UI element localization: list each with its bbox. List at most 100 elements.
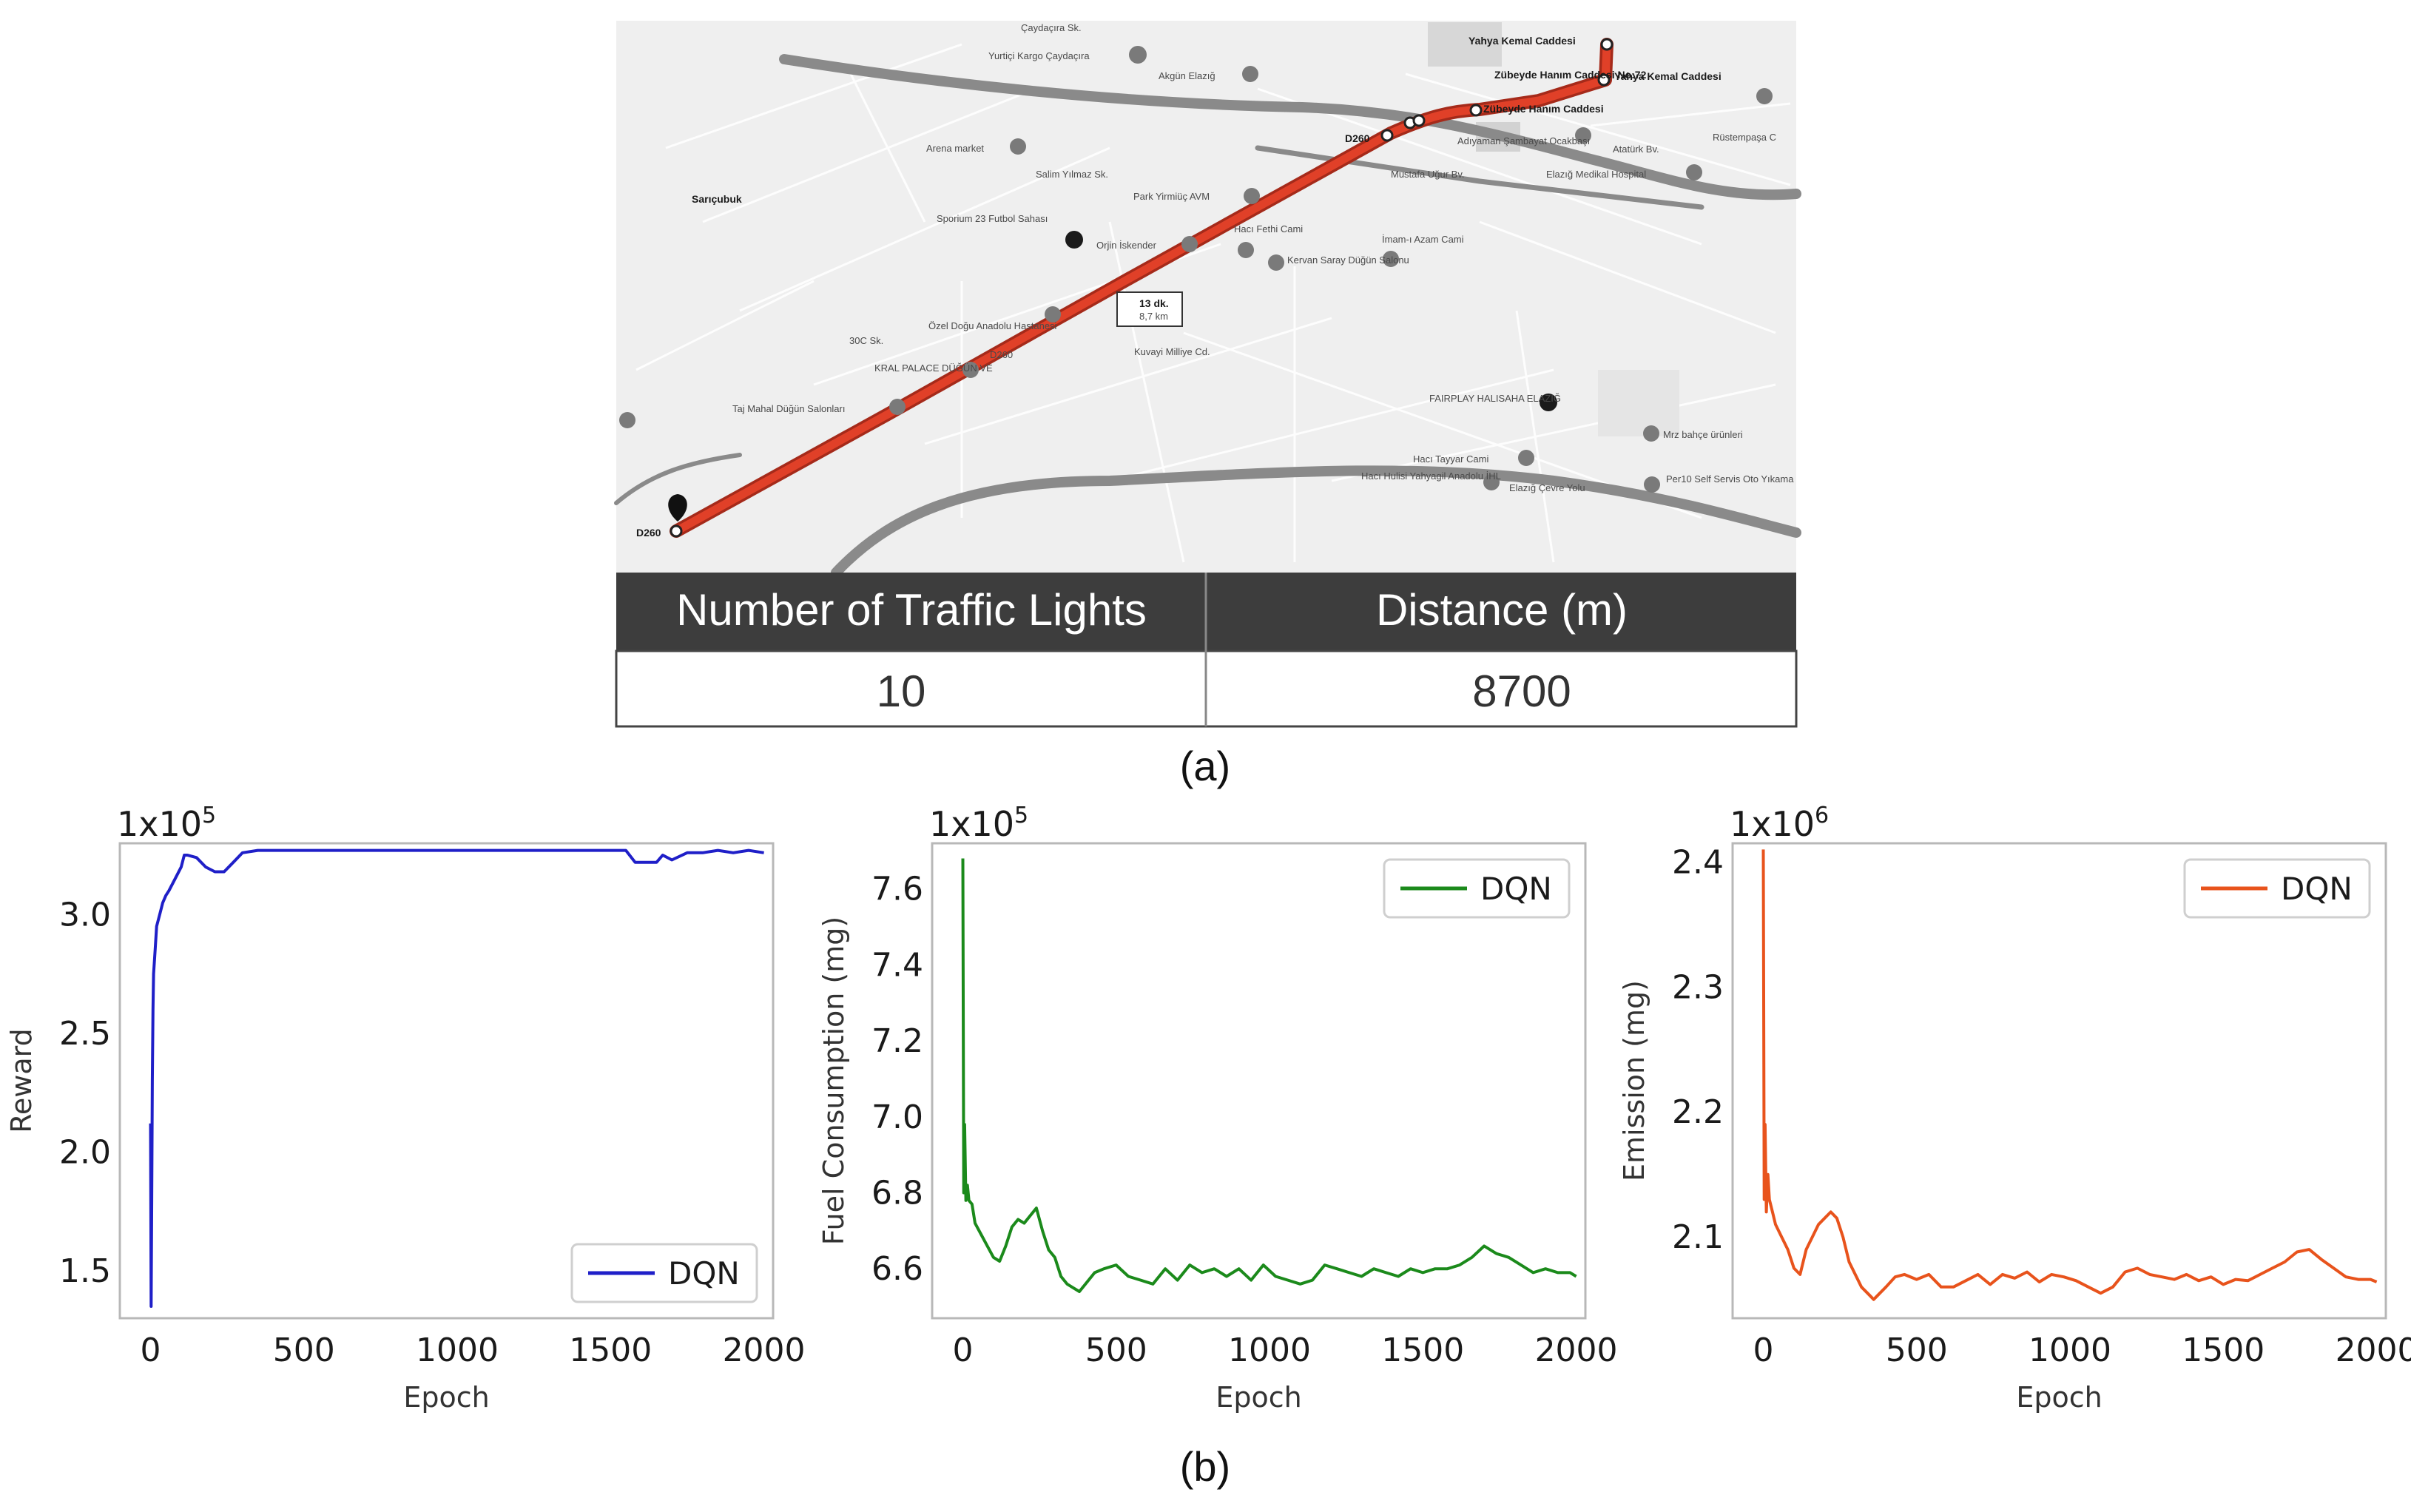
x-tick-label: 0 [140,1332,161,1369]
place-label: Arena market [926,143,984,154]
legend-label: DQN [668,1255,740,1292]
route-time: 13 dk. [1139,297,1169,309]
table-header-distance: Distance (m) [1376,585,1628,635]
place-label: İmam-ı Azam Cami [1382,234,1464,245]
x-tick-label: 1500 [569,1332,652,1369]
legend: DQN [2183,858,2371,919]
place-label: Akgün Elazığ [1159,70,1215,81]
y-tick-label: 7.2 [871,1022,923,1060]
chart-3: 0 500 1000 1500 2000 2.1 2.2 2.3 2.4 Epoch Emissio… [1618,803,2411,1414]
y-axis-label: Reward [5,1028,38,1133]
x-axis-label: Epoch [403,1381,489,1414]
place-label: Adıyaman Şambayat Ocakbaşı [1457,135,1590,146]
y-tick-label: 7.4 [871,946,923,984]
axis-multiplier: 1x105 [929,803,1028,844]
route-waypoints [670,38,1613,538]
place-label: Rüstempaşa C [1713,132,1776,143]
y-tick-label: 1.5 [59,1252,111,1290]
x-tick-label: 2000 [2336,1332,2411,1369]
place-label: Özel Doğu Anadolu Hastanesi [928,320,1057,331]
place-label: Elazığ Çevre Yolu [1509,482,1585,493]
x-tick-label: 1500 [1381,1332,1464,1369]
x-tick-label: 500 [273,1332,335,1369]
road-label: D260 [636,527,661,539]
axis-multiplier-exp: 5 [1014,803,1028,828]
plot-frame [118,842,775,1320]
chart-1: 0 500 1000 1500 2000 1.5 2.0 2.5 3.0 Epoch Reward 1… [5,803,806,1414]
y-tick-label: 7.6 [871,871,923,908]
place-label: Kuvayi Milliye Cd. [1134,346,1210,357]
x-tick-label: 1000 [1228,1332,1311,1369]
y-tick-label: 7.0 [871,1098,923,1136]
legend-box [2183,858,2371,919]
charts-panel: 0 500 1000 1500 20001.52.02.53.0EpochReward1… [5,803,2411,1414]
plot-frame [931,842,1587,1320]
legend-box [570,1243,758,1303]
place-labels: Yahya Kemal Caddesi Zübeyde Hanım Caddes… [692,22,1794,493]
x-tick-label: 0 [952,1332,973,1369]
place-label: FAIRPLAY HALISAHA ELAZIĞ [1429,393,1561,404]
info-table: Number of Traffic Lights Distance (m) 10… [615,573,1798,728]
legend: DQN [1383,858,1571,919]
table-header-traffic-lights: Number of Traffic Lights [676,585,1147,635]
place-label: 30C Sk. [849,335,883,346]
axis-multiplier-base: 1x10 [929,804,1014,844]
poi-pins [619,46,1773,493]
y-tick-label: 2.5 [59,1015,111,1053]
y-axis-label: Emission (mg) [1618,980,1650,1181]
legend: DQN [570,1243,758,1303]
y-tick-label: 3.0 [59,896,111,934]
y-tick-label: 6.8 [871,1175,923,1212]
place-label: Atatürk Bv. [1613,144,1659,155]
axis-multiplier: 1x106 [1730,803,1829,844]
place-label: Orjin İskender [1096,240,1157,251]
place-label: Hacı Hulisi Yahyagil Anadolu İHL [1361,470,1501,482]
place-label: Kervan Saray Düğün Salonu [1287,254,1409,266]
start-pin-icon [668,494,687,522]
y-tick-label: 2.2 [1672,1093,1724,1131]
series-line-dqn [961,858,1577,1293]
place-label: Yahya Kemal Caddesi [1614,70,1722,82]
place-label: Mrz bahçe ürünleri [1663,429,1743,440]
place-label: Sarıçubuk [692,193,742,205]
legend-box [1383,858,1571,919]
y-tick-label: 2.4 [1672,843,1724,881]
place-label: Park Yirmiüç AVM [1133,191,1210,202]
axis-multiplier-exp: 5 [202,803,216,828]
table-cell-traffic-lights: 10 [877,666,926,716]
map-panel: 13 dk. 8,7 km D260 D260 D260 Yahya Kemal… [614,21,1801,578]
legend-label: DQN [2281,871,2353,907]
place-label: Yahya Kemal Caddesi [1468,35,1576,47]
place-label: Hacı Tayyar Cami [1413,453,1488,465]
x-axis-label: Epoch [2016,1381,2102,1414]
axis-multiplier: 1x105 [117,803,216,844]
axis-multiplier-base: 1x10 [117,804,202,844]
x-tick-label: 0 [1753,1332,1773,1369]
x-tick-label: 500 [1886,1332,1948,1369]
axis-multiplier-exp: 6 [1815,803,1829,828]
route-time-box: 13 dk. 8,7 km [1116,291,1183,327]
axis-multiplier-base: 1x10 [1730,804,1815,844]
y-tick-label: 2.0 [59,1133,111,1171]
place-label: Hacı Fethi Cami [1234,223,1303,234]
y-tick-label: 2.1 [1672,1218,1724,1256]
road-label: D260 [990,349,1013,360]
place-label: Yurtiçi Kargo Çaydaçıra [988,50,1090,61]
x-tick-label: 1500 [2182,1332,2265,1369]
chart-2: 0 500 1000 1500 2000 6.6 6.8 7.0 7.2 7.4 7.6 Epoch F… [817,803,1618,1414]
x-tick-label: 2000 [1535,1332,1618,1369]
place-label: Mustafa Uğur Bv. [1391,169,1464,180]
x-tick-label: 1000 [416,1332,499,1369]
road-label: D260 [1345,132,1370,144]
plot-frame [1731,842,2387,1320]
x-tick-label: 2000 [723,1332,806,1369]
x-axis-label: Epoch [1215,1381,1301,1414]
table-cell-distance: 8700 [1472,666,1571,716]
route-distance: 8,7 km [1139,311,1168,322]
place-label: Zübeyde Hanım Caddesi [1483,103,1604,115]
place-label: Sporium 23 Futbol Sahası [937,213,1048,224]
place-label: Taj Mahal Düğün Salonları [732,403,845,414]
y-tick-label: 6.6 [871,1250,923,1288]
place-label: Zübeyde Hanım Caddesi No:72 [1494,69,1647,81]
place-label: Elazığ Medikal Hospital [1546,169,1646,180]
